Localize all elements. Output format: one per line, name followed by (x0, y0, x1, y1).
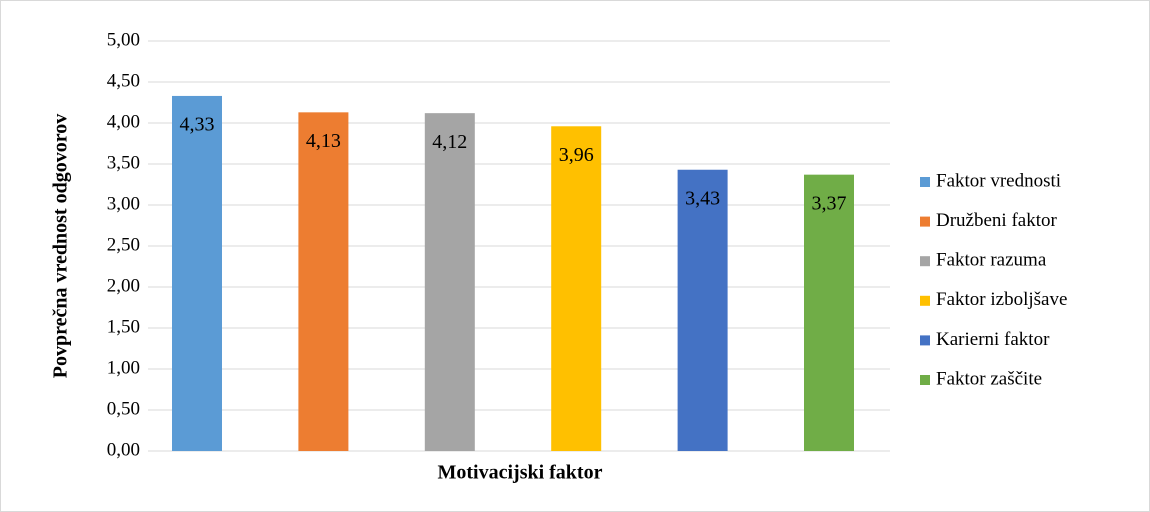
value-label: 3,37 (812, 192, 847, 214)
bar (424, 113, 475, 451)
bar (804, 174, 854, 451)
bar (298, 112, 349, 451)
legend-label: Faktor izboljšave (936, 289, 1067, 310)
y-axis-title: Povprečna vrednost odgovorov (50, 114, 72, 378)
y-tick-label: 1,00 (107, 357, 140, 378)
y-tick-label: 0,00 (107, 439, 140, 460)
y-tick-label: 3,50 (107, 152, 140, 173)
legend-swatch (920, 177, 930, 187)
value-label: 3,96 (559, 144, 594, 166)
y-tick-label: 4,50 (107, 70, 140, 91)
legend-label: Faktor razuma (936, 250, 1047, 271)
y-tick-label: 1,50 (107, 316, 140, 337)
value-label: 4,12 (432, 131, 467, 153)
bar (677, 169, 728, 452)
legend-label: Družbeni faktor (936, 210, 1057, 231)
legend-swatch (920, 295, 930, 306)
legend-label: Faktor zaščite (936, 368, 1042, 389)
y-tick-label: 0,50 (107, 398, 140, 419)
legend-label: Karierni faktor (936, 329, 1050, 350)
bar (551, 126, 602, 451)
value-label: 4,13 (306, 130, 341, 152)
legend-swatch (920, 216, 930, 227)
x-axis-title: Motivacijski faktor (438, 462, 603, 484)
y-tick-label: 5,00 (107, 29, 140, 50)
bar (172, 95, 222, 451)
y-tick-label: 3,00 (107, 193, 140, 214)
value-label: 4,33 (180, 114, 215, 136)
legend-swatch (920, 375, 930, 385)
legend-label: Faktor vrednosti (936, 170, 1061, 191)
legend-swatch (920, 335, 930, 346)
y-tick-label: 4,00 (107, 111, 140, 132)
y-tick-label: 2,00 (107, 275, 140, 296)
legend-swatch (920, 256, 930, 267)
value-label: 3,43 (685, 187, 720, 209)
y-tick-label: 2,50 (107, 234, 140, 255)
